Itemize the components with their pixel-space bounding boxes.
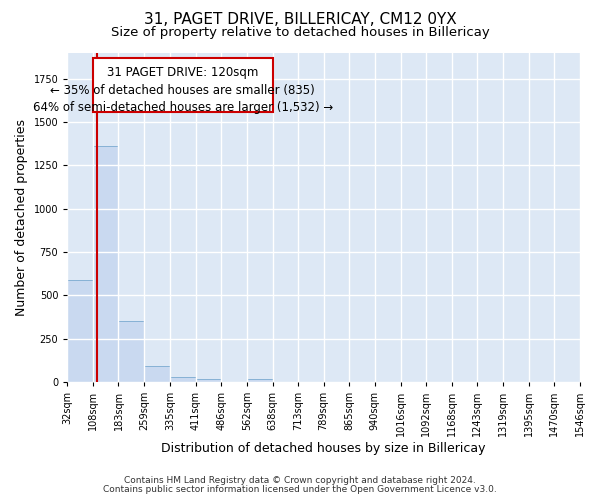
Text: 31 PAGET DRIVE: 120sqm: 31 PAGET DRIVE: 120sqm: [107, 66, 259, 80]
Text: Size of property relative to detached houses in Billericay: Size of property relative to detached ho…: [110, 26, 490, 39]
Text: Contains public sector information licensed under the Open Government Licence v3: Contains public sector information licen…: [103, 484, 497, 494]
Bar: [247, 378, 272, 382]
Bar: [144, 366, 170, 382]
Text: 31, PAGET DRIVE, BILLERICAY, CM12 0YX: 31, PAGET DRIVE, BILLERICAY, CM12 0YX: [143, 12, 457, 28]
Text: 64% of semi-detached houses are larger (1,532) →: 64% of semi-detached houses are larger (…: [32, 101, 333, 114]
Text: Contains HM Land Registry data © Crown copyright and database right 2024.: Contains HM Land Registry data © Crown c…: [124, 476, 476, 485]
Text: ← 35% of detached houses are smaller (835): ← 35% of detached houses are smaller (83…: [50, 84, 315, 96]
Bar: [118, 322, 144, 382]
X-axis label: Distribution of detached houses by size in Billericay: Distribution of detached houses by size …: [161, 442, 486, 455]
Bar: [196, 380, 221, 382]
Bar: [93, 146, 118, 382]
FancyBboxPatch shape: [93, 58, 272, 112]
Y-axis label: Number of detached properties: Number of detached properties: [15, 119, 28, 316]
Bar: [170, 377, 196, 382]
Bar: [67, 280, 93, 382]
